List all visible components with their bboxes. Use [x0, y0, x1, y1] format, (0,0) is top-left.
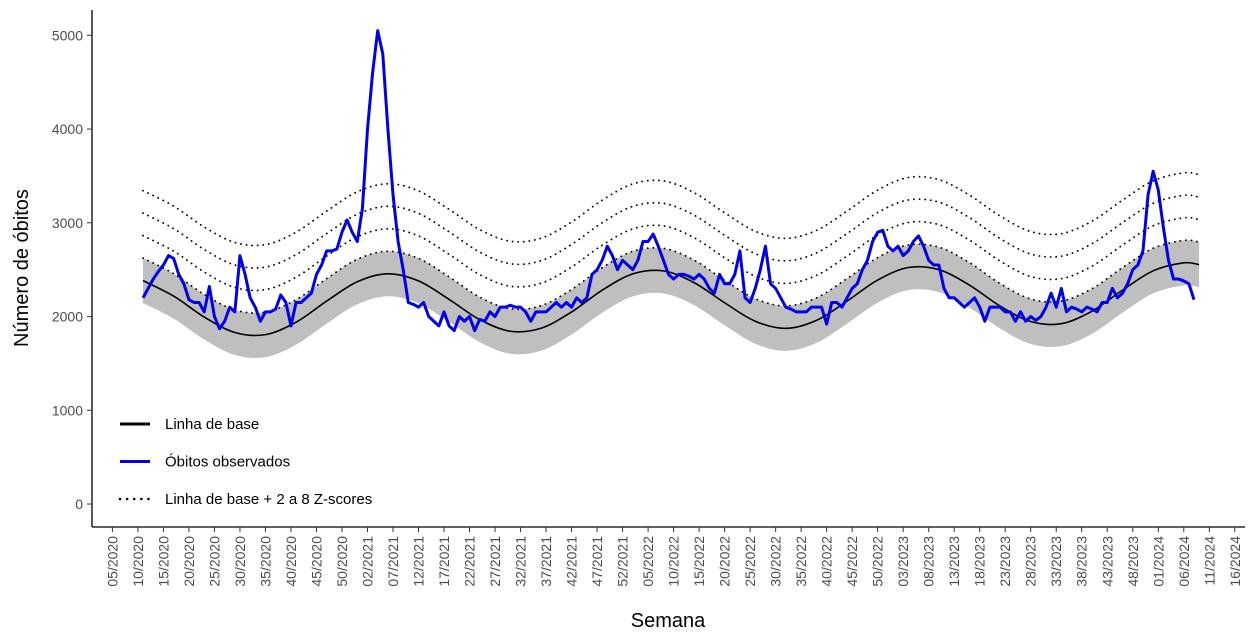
x-tick-label: 01/2024 — [1150, 536, 1166, 587]
y-tick-label: 2000 — [52, 309, 83, 325]
x-tick-label: 45/2022 — [844, 536, 860, 587]
x-tick-label: 40/2022 — [819, 536, 835, 587]
zscore-line — [142, 239, 1200, 314]
x-tick-label: 28/2023 — [1023, 536, 1039, 587]
x-tick-label: 07/2021 — [385, 536, 401, 587]
x-tick-label: 42/2021 — [564, 536, 580, 587]
x-tick-label: 25/2020 — [206, 536, 222, 587]
x-tick-label: 06/2024 — [1176, 536, 1192, 587]
x-tick-label: 22/2021 — [462, 536, 478, 587]
x-tick-label: 50/2022 — [870, 536, 886, 587]
x-tick-label: 25/2022 — [742, 536, 758, 587]
x-tick-label: 50/2020 — [334, 536, 350, 587]
x-tick-label: 10/2022 — [666, 536, 682, 587]
y-tick-label: 0 — [75, 496, 83, 512]
x-tick-label: 16/2024 — [1227, 536, 1243, 587]
x-tick-label: 38/2023 — [1074, 536, 1090, 587]
x-tick-label: 03/2023 — [895, 536, 911, 587]
x-tick-label: 52/2021 — [615, 536, 631, 587]
x-tick-label: 02/2021 — [360, 536, 376, 587]
x-tick-label: 15/2020 — [155, 536, 171, 587]
y-tick-label: 4000 — [52, 121, 83, 137]
zscore-line — [142, 171, 1200, 247]
y-tick-label: 3000 — [52, 215, 83, 231]
x-tick-label: 30/2020 — [232, 536, 248, 587]
x-tick-label: 37/2021 — [538, 536, 554, 587]
x-tick-label: 08/2023 — [921, 536, 937, 587]
x-tick-label: 05/2020 — [104, 536, 120, 587]
x-tick-label: 40/2020 — [283, 536, 299, 587]
legend-label: Linha de base — [165, 416, 259, 433]
y-axis-title: Número de óbitos — [11, 189, 33, 347]
x-tick-label: 12/2021 — [411, 536, 427, 587]
y-tick-label: 1000 — [52, 402, 83, 418]
zscore-line — [142, 194, 1200, 269]
x-tick-label: 45/2020 — [309, 536, 325, 587]
x-tick-label: 20/2020 — [181, 536, 197, 587]
legend-label: Óbitos observados — [165, 454, 290, 471]
x-tick-label: 05/2022 — [640, 536, 656, 587]
x-tick-label: 33/2023 — [1048, 536, 1064, 587]
zscore-line — [142, 216, 1200, 292]
x-tick-label: 13/2023 — [946, 536, 962, 587]
legend-label: Linha de base + 2 a 8 Z-scores — [165, 491, 372, 508]
x-tick-label: 48/2023 — [1125, 536, 1141, 587]
band-area — [143, 240, 1200, 358]
x-tick-label: 32/2021 — [513, 536, 529, 587]
x-tick-label: 27/2021 — [487, 536, 503, 587]
x-tick-label: 15/2022 — [691, 536, 707, 587]
x-tick-label: 23/2023 — [997, 536, 1013, 587]
observed-line — [141, 29, 1196, 333]
x-tick-label: 20/2022 — [717, 536, 733, 587]
x-axis-title: Semana — [631, 610, 706, 632]
x-tick-label: 18/2023 — [972, 536, 988, 587]
x-tick-label: 47/2021 — [589, 536, 605, 587]
y-tick-label: 5000 — [52, 27, 83, 43]
x-tick-label: 30/2022 — [768, 536, 784, 587]
x-tick-label: 35/2020 — [258, 536, 274, 587]
x-tick-label: 11/2024 — [1201, 536, 1217, 586]
x-tick-label: 17/2021 — [436, 536, 452, 587]
x-tick-label: 35/2022 — [793, 536, 809, 587]
x-tick-label: 10/2020 — [130, 536, 146, 587]
x-tick-label: 43/2023 — [1099, 536, 1115, 587]
